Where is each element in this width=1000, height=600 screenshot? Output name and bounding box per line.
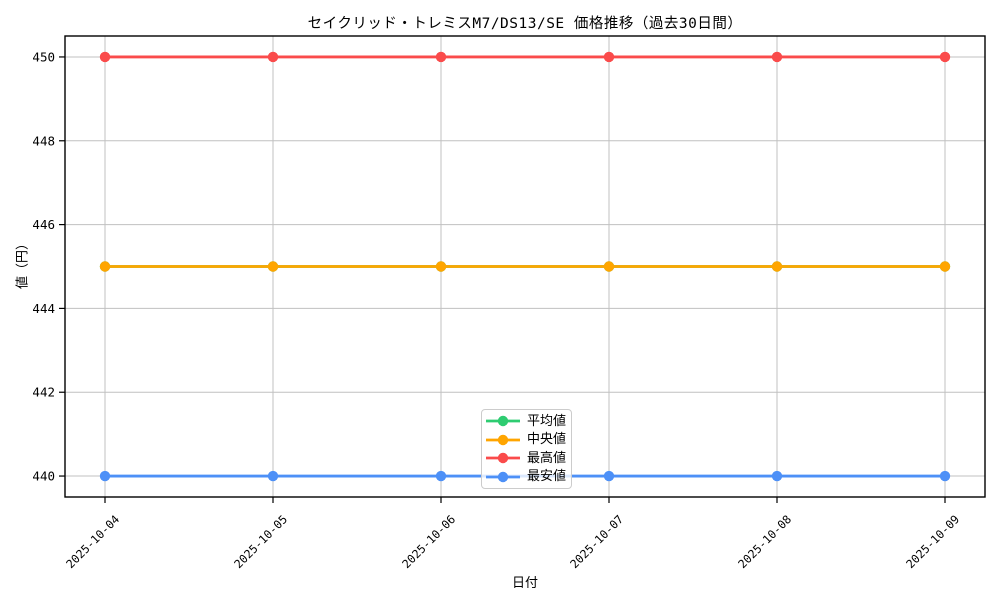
y-axis-label: 値（円） — [15, 236, 31, 290]
x-tick-label: 2025-10-05 — [231, 512, 290, 571]
data-point-median — [603, 261, 615, 272]
y-tick-label: 440 — [32, 469, 55, 484]
data-point-median — [267, 261, 279, 272]
legend-marker-median — [486, 434, 520, 445]
y-tick-label: 450 — [32, 49, 55, 64]
legend-label-max: 最高値 — [527, 450, 567, 466]
legend-label-average: 平均値 — [527, 413, 567, 429]
y-tick-label: 444 — [32, 301, 55, 316]
x-tick-label: 2025-10-09 — [903, 512, 962, 571]
data-point-min — [267, 470, 279, 482]
legend-marker-min — [486, 471, 520, 482]
legend-marker-max — [486, 453, 520, 464]
y-tick-label: 442 — [32, 385, 55, 400]
legend-item-median: 中央値 — [485, 431, 569, 449]
data-point-median — [939, 261, 951, 272]
data-point-median — [771, 261, 783, 272]
legend-label-median: 中央値 — [527, 432, 567, 448]
plot-border — [64, 35, 986, 498]
legend-marker-average — [486, 416, 520, 427]
data-point-min — [603, 470, 615, 482]
y-tick-label: 446 — [32, 217, 55, 232]
chart-title: セイクリッド・トレミスM7/DS13/SE 価格推移（過去30日間） — [307, 16, 743, 32]
legend-item-max: 最高値 — [485, 449, 569, 467]
data-point-max — [771, 51, 783, 63]
x-tick-label: 2025-10-07 — [567, 512, 626, 571]
data-point-max — [99, 51, 111, 63]
data-point-max — [267, 51, 279, 63]
data-point-max — [603, 51, 615, 63]
legend-label-min: 最安値 — [527, 469, 567, 485]
data-point-median — [435, 261, 447, 272]
x-tick-label: 2025-10-04 — [63, 512, 122, 571]
x-tick-label: 2025-10-06 — [399, 512, 458, 571]
data-point-min — [99, 470, 111, 482]
x-tick-label: 2025-10-08 — [735, 512, 794, 571]
data-point-min — [939, 470, 951, 482]
data-point-median — [99, 261, 111, 272]
y-tick-label: 448 — [32, 133, 55, 148]
data-point-min — [771, 470, 783, 482]
data-point-min — [435, 470, 447, 482]
chart-legend: 平均値中央値最高値最安値 — [481, 409, 572, 489]
data-point-max — [435, 51, 447, 63]
x-axis-label: 日付 — [511, 576, 539, 591]
legend-item-average: 平均値 — [485, 412, 569, 430]
data-point-max — [939, 51, 951, 63]
legend-item-min: 最安値 — [485, 468, 569, 486]
